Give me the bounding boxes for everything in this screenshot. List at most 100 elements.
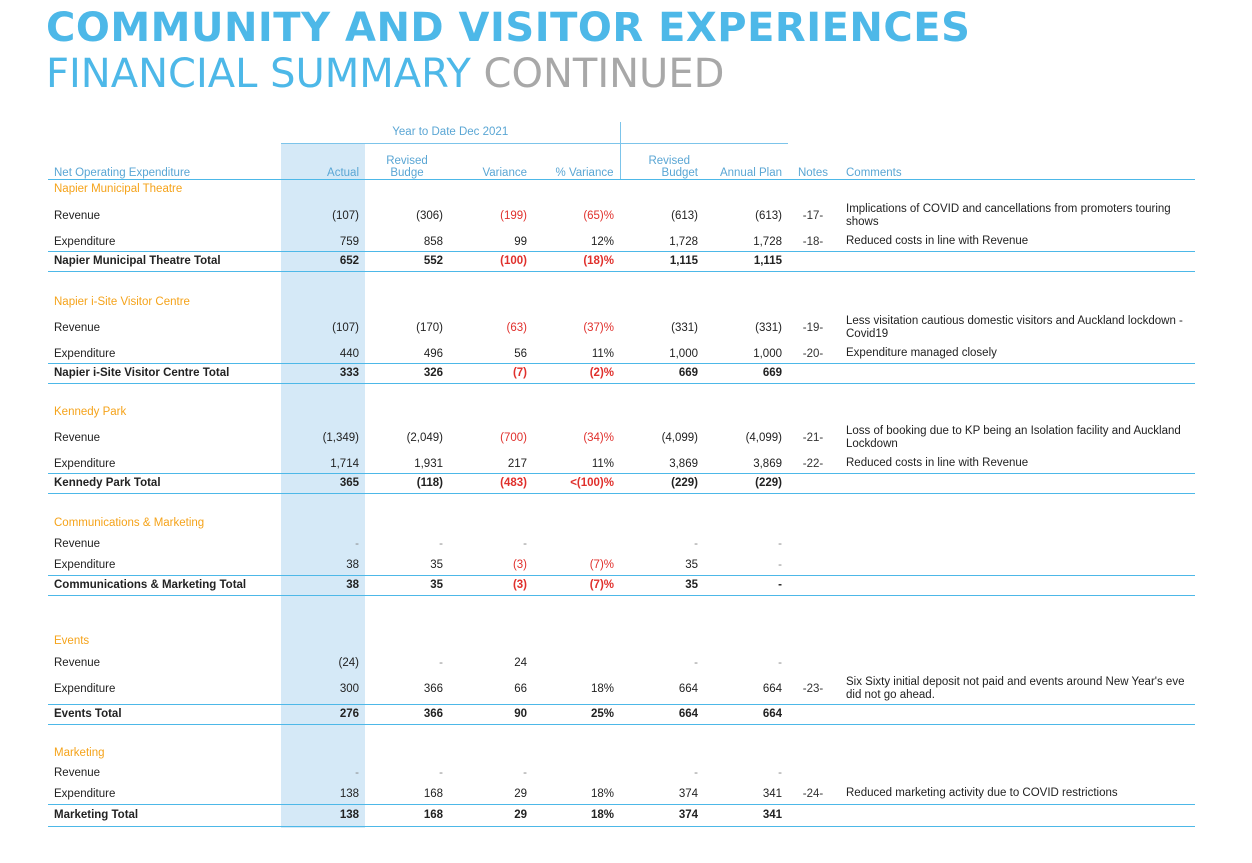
cell-budget: 366 xyxy=(423,682,443,695)
total-actual: 333 xyxy=(281,362,365,384)
total-variance: (483) xyxy=(449,472,533,494)
total-budget: 366 xyxy=(365,703,449,725)
total-variance: (3) xyxy=(449,574,533,596)
cell-note: -22- xyxy=(802,457,824,470)
total-variance: 29 xyxy=(449,803,533,827)
total-rev_budget: 35 xyxy=(620,574,704,596)
col-pct-variance-header: % Variance xyxy=(533,143,620,180)
cell-rev_budget: - xyxy=(694,538,698,550)
cell-variance: (63) xyxy=(506,322,527,334)
spacer-row xyxy=(48,595,1195,630)
cell-actual: 138 xyxy=(339,787,359,800)
cell-actual: 1,714 xyxy=(330,457,359,470)
cell-rev_budget: 1,000 xyxy=(669,347,698,360)
total-budget: 35 xyxy=(365,574,449,596)
total-actual: 276 xyxy=(281,703,365,725)
cell-note: -20- xyxy=(802,347,824,360)
cell-actual: (1,349) xyxy=(322,432,359,444)
cell-actual: 440 xyxy=(339,347,359,360)
col-comments-header: Comments xyxy=(838,143,1195,180)
cell-budget: - xyxy=(439,657,443,669)
total-variance: (7) xyxy=(449,362,533,384)
section-title: Kennedy Park xyxy=(54,406,127,418)
cell-plan: - xyxy=(778,538,782,550)
table-row: Revenue - - - - - xyxy=(48,762,1195,784)
cell-variance: (700) xyxy=(500,432,527,444)
table-row: Revenue (1,349) (2,049) (700) (34)% (4,099) (4… xyxy=(48,421,1195,455)
page-title: COMMUNITY AND VISITOR EXPERIENCES xyxy=(46,5,971,51)
cell-plan: (4,099) xyxy=(745,432,782,444)
cell-actual: (107) xyxy=(332,322,359,334)
cell-variance: 217 xyxy=(507,457,527,470)
table-row: Revenue (107) (306) (199) (65)% (613) (613) -17… xyxy=(48,199,1195,233)
row-label: Revenue xyxy=(54,767,101,779)
total-budget: 552 xyxy=(365,250,449,272)
total-row: Events Total 276 366 90 25% 664 664 xyxy=(48,703,1195,725)
spacer-row xyxy=(48,271,1195,293)
total-actual: 365 xyxy=(281,472,365,494)
cell-plan: 1,728 xyxy=(753,235,782,248)
cell-comment: Expenditure managed closely xyxy=(846,347,997,360)
cell-budget: 496 xyxy=(423,347,443,360)
cell-variance: (3) xyxy=(512,558,527,571)
col-label-header: Net Operating Expenditure xyxy=(48,143,281,180)
total-row: Marketing Total 138 168 29 18% 374 341 xyxy=(48,803,1195,827)
cell-note xyxy=(788,533,838,555)
cell-comment xyxy=(838,762,1195,784)
cell-rev_budget: - xyxy=(694,657,698,669)
cell-rev_budget: (4,099) xyxy=(661,432,698,444)
col-notes-header: Notes xyxy=(788,143,838,180)
total-pct: (2)% xyxy=(533,362,620,384)
table-row: Expenditure 1,714 1,931 217 11% 3,869 3,869 -22… xyxy=(48,455,1195,473)
table-row: Expenditure 759 858 99 12% 1,728 1,728 -18- Redu… xyxy=(48,233,1195,251)
cell-comment: Less visitation cautious domestic visito… xyxy=(846,315,1183,340)
section-title: Communications & Marketing xyxy=(54,517,205,529)
cell-variance: - xyxy=(523,767,527,779)
table-row: Expenditure 300 366 66 18% 664 664 -23- Six Sixt… xyxy=(48,674,1195,704)
row-label: Revenue xyxy=(54,322,101,334)
row-label: Expenditure xyxy=(54,682,116,695)
total-variance: (100) xyxy=(449,250,533,272)
cell-rev_budget: - xyxy=(694,767,698,779)
financial-summary-table: Year to Date Dec 2021 Net Operating Expe… xyxy=(48,122,1195,827)
cell-pct: 12% xyxy=(590,235,614,248)
cell-plan: (331) xyxy=(755,322,782,334)
subtitle-main: FINANCIAL SUMMARY xyxy=(46,51,471,97)
section-header-row: Kennedy Park xyxy=(48,403,1195,421)
total-actual: 38 xyxy=(281,574,365,596)
cell-variance: 66 xyxy=(514,682,527,695)
cell-comment: Loss of booking due to KP being an Isola… xyxy=(846,425,1181,450)
row-label: Revenue xyxy=(54,210,101,222)
col-revised-budget-header: Revised Budget xyxy=(619,143,704,180)
col-annual-plan-header: Annual Plan xyxy=(704,143,788,180)
cell-pct: (37)% xyxy=(583,322,614,334)
cell-actual: - xyxy=(355,538,359,550)
cell-actual: - xyxy=(355,767,359,779)
cell-rev_budget: 35 xyxy=(685,558,698,571)
cell-pct: (7)% xyxy=(589,558,614,571)
cell-plan: 664 xyxy=(762,682,782,695)
total-plan: (229) xyxy=(704,472,788,494)
cell-rev_budget: 374 xyxy=(678,787,698,800)
cell-pct: 18% xyxy=(590,787,614,800)
total-label: Napier Municipal Theatre Total xyxy=(48,250,281,272)
cell-budget: (306) xyxy=(416,210,443,222)
cell-plan: - xyxy=(778,657,782,669)
page-subtitle: FINANCIAL SUMMARY CONTINUED xyxy=(46,50,724,98)
spacer-row xyxy=(48,724,1195,744)
cell-pct: (65)% xyxy=(583,210,614,222)
cell-actual: (107) xyxy=(332,210,359,222)
cell-budget: - xyxy=(439,538,443,550)
table-row: Revenue (107) (170) (63) (37)% (331) (331) -19-… xyxy=(48,311,1195,345)
total-pct: (18)% xyxy=(533,250,620,272)
cell-note: -24- xyxy=(802,787,824,800)
cell-note xyxy=(788,652,838,674)
cell-plan: 341 xyxy=(762,787,782,800)
total-pct: (7)% xyxy=(533,574,620,596)
total-pct: 25% xyxy=(533,703,620,725)
cell-rev_budget: (613) xyxy=(671,210,698,222)
section-header-row: Communications & Marketing xyxy=(48,513,1195,533)
total-label: Kennedy Park Total xyxy=(48,472,281,494)
section-header-row: Napier i-Site Visitor Centre xyxy=(48,293,1195,311)
total-budget: (118) xyxy=(365,472,449,494)
